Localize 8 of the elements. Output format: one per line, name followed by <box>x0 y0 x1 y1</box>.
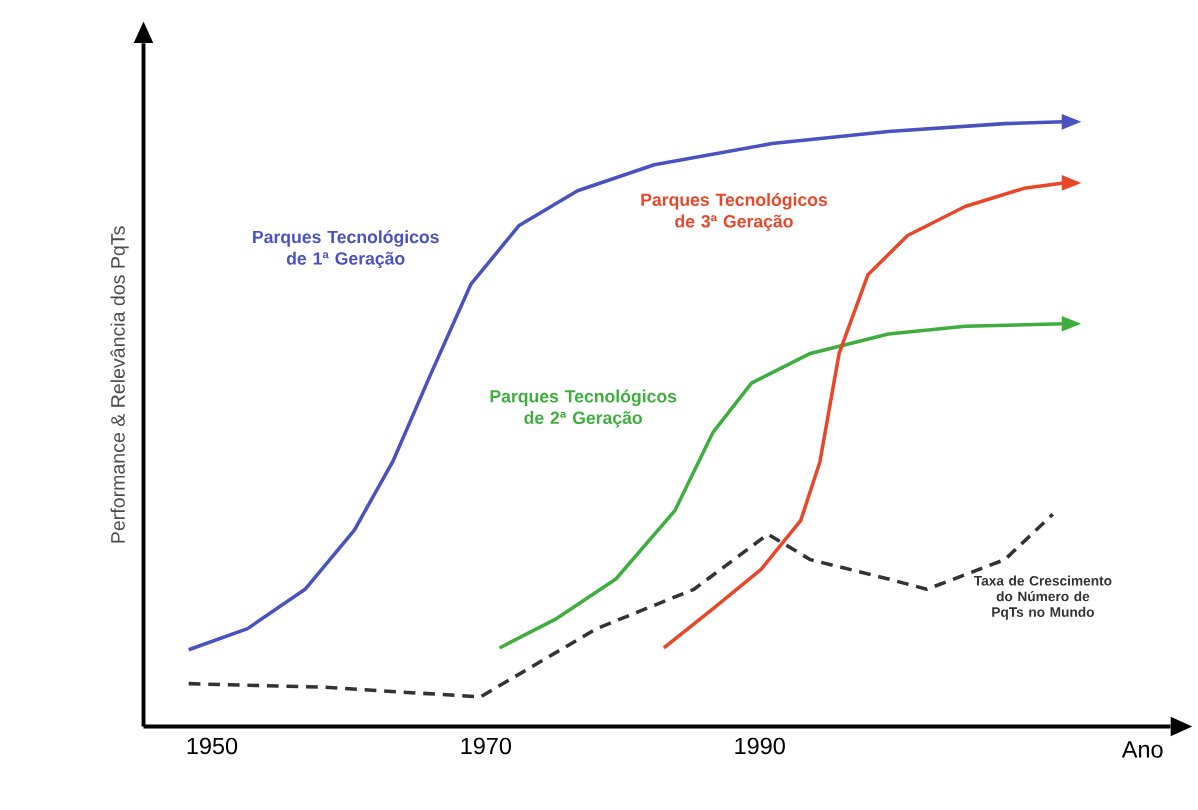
text: Parques Tecnológicos de 3ª Geração <box>641 193 828 232</box>
series-label: Parques Tecnológicos de 2ª Geração <box>490 389 677 428</box>
x-tick-label: 1950 <box>187 738 238 755</box>
y-axis-title: Performance & Relevância dos PqTs <box>110 226 129 544</box>
x-tick-label: 1990 <box>735 738 785 755</box>
x-axis-title: Ano <box>1121 741 1163 759</box>
text: Parques Tecnológicos de 1ª Geração <box>253 230 439 269</box>
x-tick-label: 1970 <box>461 738 512 755</box>
